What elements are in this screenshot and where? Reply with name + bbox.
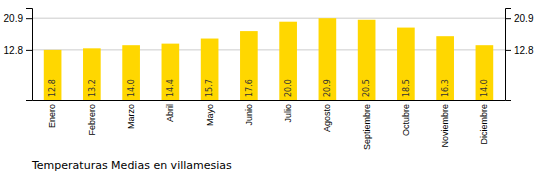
x-tick: Abril [165, 100, 175, 122]
y2-axis-line [506, 9, 512, 101]
y2-tick-label: 20.9 [514, 13, 534, 24]
data-label: 20.0 [284, 79, 293, 97]
bar [436, 36, 454, 100]
data-label: 18.5 [402, 79, 411, 97]
chart: Enero Febrero Marzo Abril Mayo Junio Julio Agos… [0, 0, 537, 174]
x-tick-label: Septiembre [362, 104, 372, 150]
x-tick: Febrero [87, 100, 97, 136]
y2-tick: 20.9 [505, 13, 534, 24]
x-tick-label: Marzo [126, 104, 136, 129]
bar [397, 28, 415, 100]
bar [279, 22, 297, 100]
x-tick-label: Enero [47, 104, 57, 128]
bar [162, 44, 180, 100]
x-axis-line [33, 100, 506, 101]
grid [32, 18, 505, 50]
x-tick-label: Noviembre [440, 104, 450, 148]
y-axis-line [26, 9, 33, 101]
y-tick-label: 20.9 [4, 13, 24, 24]
x-tick-label: Febrero [87, 104, 97, 136]
y-tick-label: 12.8 [4, 45, 24, 56]
data-label: 17.6 [245, 79, 254, 97]
grid-line [32, 49, 505, 50]
x-tick: Enero [47, 100, 57, 128]
bar [122, 45, 140, 100]
x-tick-label: Mayo [205, 104, 215, 126]
x-axis: Enero Febrero Marzo Abril Mayo Junio Julio Agos… [33, 100, 506, 150]
data-label: 13.2 [88, 79, 97, 97]
bar [201, 39, 219, 100]
y2-tick: 12.8 [505, 45, 534, 56]
data-label: 16.3 [441, 79, 450, 97]
y-tick-mark [26, 18, 32, 19]
bar [319, 18, 337, 100]
x-tick: Octubre [401, 100, 411, 136]
bars [44, 18, 493, 100]
x-tick: Septiembre [362, 100, 372, 150]
x-tick: Marzo [126, 100, 136, 129]
y2-tick-mark [505, 50, 511, 51]
x-tick: Julio [283, 100, 293, 123]
grid-line [32, 18, 505, 19]
bar [476, 45, 494, 100]
x-tick-label: Agosto [322, 104, 332, 132]
data-label: 12.8 [48, 79, 57, 97]
y2-tick-label: 12.8 [514, 45, 534, 56]
data-label: 15.7 [205, 79, 214, 97]
x-tick: Mayo [205, 100, 215, 126]
bar [358, 20, 376, 100]
x-tick: Agosto [322, 100, 332, 132]
y2-axis: 12.8 20.9 [505, 9, 534, 101]
x-tick-label: Abril [165, 104, 175, 122]
bar [240, 31, 258, 100]
data-labels: 12.8 13.2 14.0 14.4 15.7 17.6 20.0 20.9 20.5 18.5… [48, 79, 489, 97]
x-tick: Junio [244, 100, 254, 126]
plot: Enero Febrero Marzo Abril Mayo Junio Julio Agos… [4, 9, 534, 151]
x-tick-label: Junio [244, 104, 254, 126]
bar [44, 50, 62, 100]
bar [83, 48, 101, 100]
data-label: 14.0 [480, 79, 489, 97]
y-axis: 12.8 20.9 [4, 9, 33, 101]
y-tick: 12.8 [4, 45, 32, 56]
y-tick: 20.9 [4, 13, 32, 24]
title: Temperaturas Medias en villamesias [31, 159, 232, 172]
x-tick-label: Octubre [401, 104, 411, 136]
data-label: 14.4 [166, 79, 175, 97]
x-tick-label: Diciembre [479, 104, 489, 145]
data-label: 20.5 [362, 79, 371, 97]
data-label: 14.0 [127, 79, 136, 97]
x-tick: Noviembre [440, 100, 450, 148]
y-tick-mark [26, 50, 32, 51]
x-tick: Diciembre [479, 100, 489, 145]
x-tick-label: Julio [283, 104, 293, 123]
data-label: 20.9 [323, 79, 332, 97]
y2-tick-mark [505, 18, 511, 19]
